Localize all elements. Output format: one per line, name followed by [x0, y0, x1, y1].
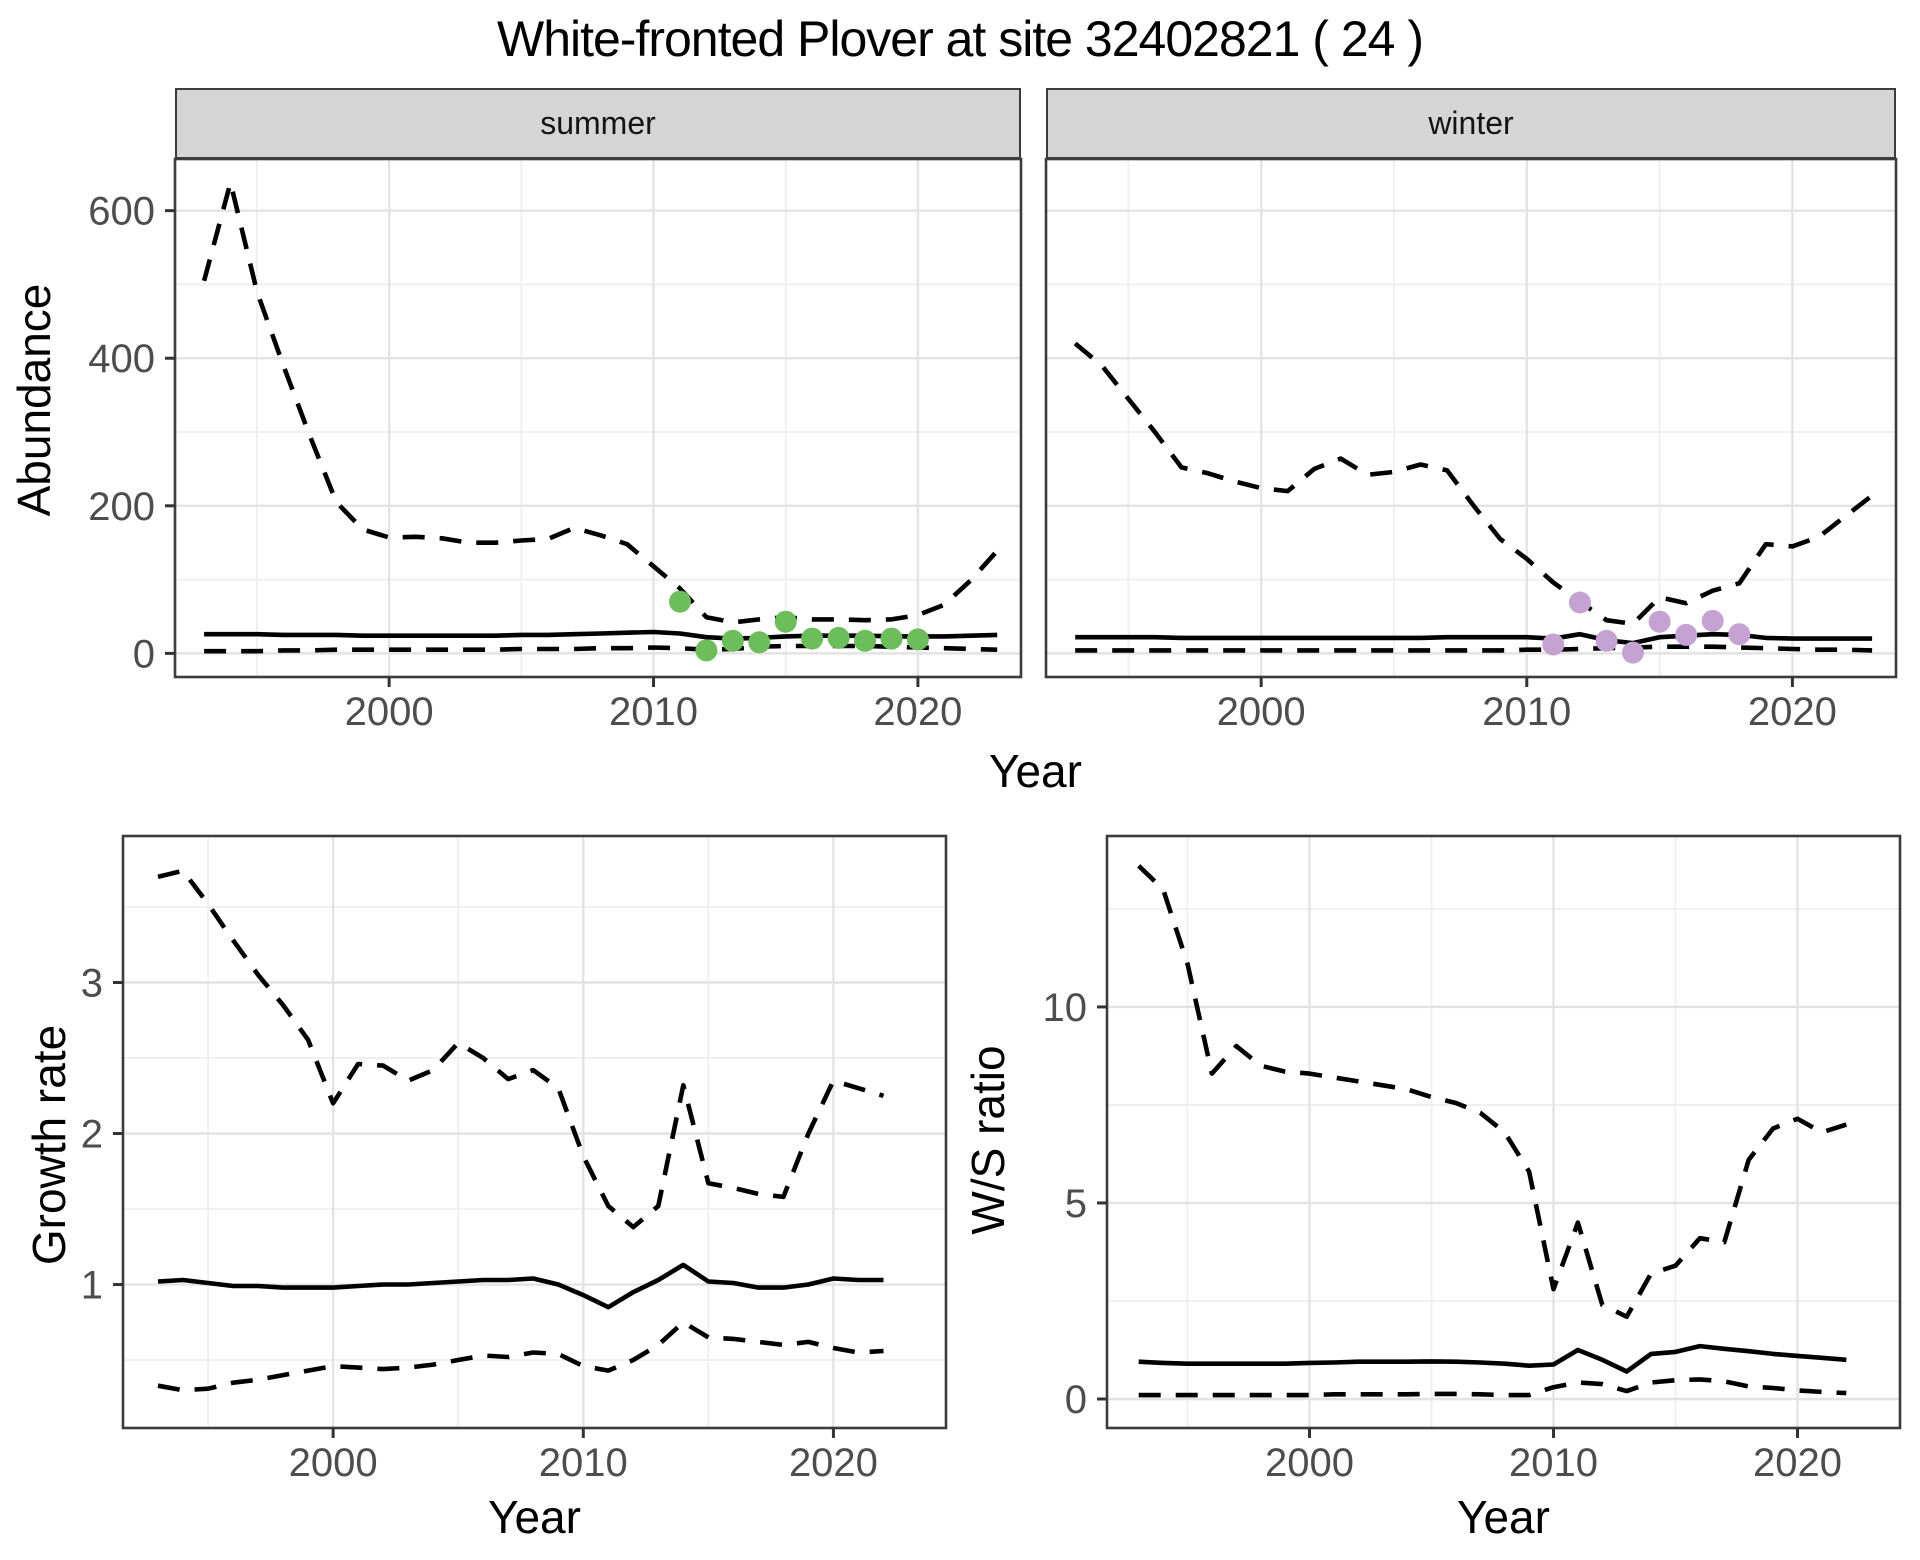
data-point-observed-counts-summer	[827, 626, 850, 649]
data-point-observed-counts-summer	[880, 627, 903, 650]
series-line-median	[157, 1262, 884, 1310]
data-point-observed-counts-summer	[695, 639, 718, 662]
data-point-observed-counts-winter	[1568, 591, 1591, 614]
facet-strip-winter-label: winter	[1428, 105, 1514, 141]
x-tick-label: 2010	[609, 690, 698, 734]
y-tick-label: 5	[1065, 1182, 1087, 1226]
facet-strip-winter: winter	[1046, 88, 1896, 159]
y-tick-label: 0	[1065, 1378, 1087, 1422]
facet-strip-summer-label: summer	[540, 105, 656, 141]
data-point-observed-counts-winter	[1648, 610, 1671, 633]
x-tick-label: 2020	[873, 690, 962, 734]
x-axis-title-top-year: Year	[989, 745, 1082, 797]
panel-border	[121, 834, 948, 1430]
abundance-summer-chart: 2000 2010 2020 0 200 400 600	[88, 157, 1023, 734]
data-point-observed-counts-summer	[721, 629, 744, 652]
series-line-lower_5	[204, 643, 998, 654]
y-tick-label: 1	[81, 1264, 103, 1308]
series-line-lower_5	[1075, 644, 1873, 653]
growth-rate-chart: 2000 2010 2020 1 2 3	[81, 834, 948, 1485]
data-point-observed-counts-summer	[854, 629, 876, 652]
data-point-observed-counts-summer	[801, 627, 824, 650]
facet-strip-summer: summer	[175, 88, 1021, 159]
ws-ratio-chart: 2000 2010 2020 0 5 10	[1043, 834, 1902, 1485]
data-point-observed-counts-winter	[1701, 609, 1724, 632]
data-point-observed-counts-summer	[774, 610, 797, 633]
series-line-upper_95	[201, 180, 999, 625]
data-point-observed-counts-winter	[1622, 641, 1644, 664]
series-line-median	[1075, 631, 1873, 646]
x-tick-label: 2020	[789, 1441, 878, 1485]
series-line-lower_5	[157, 1320, 884, 1393]
y-tick-label: 3	[81, 961, 103, 1005]
abundance-winter-chart: 2000 2010 2020	[1044, 157, 1898, 734]
y-tick-label: 10	[1043, 986, 1088, 1030]
series-line-median	[204, 629, 998, 641]
data-point-observed-counts-summer	[748, 631, 771, 654]
x-axis-title-growth-year: Year	[488, 1491, 581, 1543]
x-tick-label: 2010	[1482, 690, 1571, 734]
y-axis-title-abundance: Abundance	[8, 283, 60, 517]
series-line-upper_95	[1073, 341, 1874, 627]
series-line-upper_95	[157, 868, 885, 1230]
x-tick-label: 2000	[345, 690, 434, 734]
x-tick-label: 2010	[1509, 1441, 1598, 1485]
x-tick-label: 2000	[1217, 690, 1306, 734]
x-tick-label: 2020	[1748, 690, 1837, 734]
y-tick-label: 600	[88, 190, 155, 234]
y-tick-label: 400	[88, 337, 155, 381]
data-point-observed-counts-summer	[669, 590, 691, 613]
panel-border	[173, 157, 1023, 679]
data-point-observed-counts-winter	[1542, 633, 1565, 656]
data-point-observed-counts-winter	[1595, 629, 1618, 652]
panel-border	[1044, 157, 1898, 679]
x-tick-label: 2000	[1265, 1441, 1354, 1485]
x-tick-label: 2020	[1753, 1441, 1842, 1485]
y-tick-label: 2	[81, 1113, 103, 1157]
data-point-observed-counts-summer	[906, 628, 929, 651]
panel-border	[1105, 834, 1902, 1430]
x-tick-label: 2000	[289, 1441, 378, 1485]
series-line-median	[1138, 1343, 1847, 1374]
y-tick-label: 0	[133, 632, 155, 676]
x-tick-label: 2010	[539, 1441, 628, 1485]
y-axis-title-ws-ratio: W/S ratio	[962, 1045, 1014, 1235]
series-line-upper_95	[1137, 864, 1848, 1319]
series-line-lower_5	[1138, 1377, 1847, 1398]
x-axis-title-ws-year: Year	[1457, 1491, 1550, 1543]
data-point-observed-counts-winter	[1675, 623, 1698, 646]
data-point-observed-counts-winter	[1728, 623, 1751, 646]
y-tick-label: 200	[88, 485, 155, 529]
y-axis-title-growth-rate: Growth rate	[23, 1024, 75, 1266]
page-title: White-fronted Plover at site 32402821 ( …	[497, 11, 1424, 67]
